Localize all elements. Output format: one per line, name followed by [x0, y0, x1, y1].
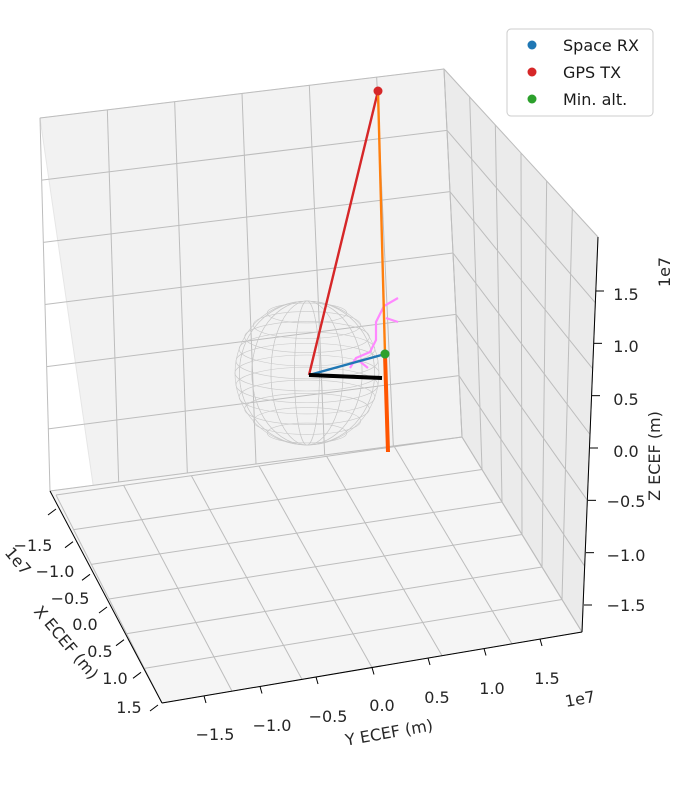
tick-labels: −1.5 −1.0 −0.5 0.0 0.5 1.0 1.5 −1.5 −1.0 −0.5 0.0 0… — [14, 285, 646, 744]
legend-marker — [527, 94, 537, 104]
z-tick-label: −1.0 — [607, 546, 646, 565]
y-tick-mark — [203, 695, 207, 704]
y-tick-label: 0.0 — [369, 696, 394, 715]
x-axis-line — [49, 490, 163, 704]
y-axis-label: Y ECEF (m) — [343, 716, 435, 750]
y-tick-label: 1.0 — [479, 679, 504, 698]
floor-grid-line — [393, 446, 513, 645]
y-tick-mark — [483, 648, 487, 656]
point-gps-tx — [373, 86, 383, 96]
back-pane — [39, 68, 463, 492]
y-tick-mark — [315, 676, 319, 685]
z-tick-label: 0.0 — [613, 442, 638, 461]
ray-extension-line — [383, 353, 390, 453]
side-grid-line — [443, 68, 599, 238]
earth-longitude-line — [239, 300, 375, 446]
z-tick-label: −1.5 — [607, 596, 646, 615]
z-tick-label: 1.0 — [613, 337, 638, 356]
x-tick-label: 0.0 — [72, 615, 97, 634]
y-tick-label: −1.0 — [253, 716, 292, 735]
x-tick-label: −0.5 — [51, 589, 90, 608]
x-tick-mark — [81, 573, 91, 581]
y-tick-label: −0.5 — [309, 707, 348, 726]
x-tick-mark — [132, 671, 142, 679]
legend: Space RX GPS TX Min. alt. — [506, 28, 654, 117]
legend-label: GPS TX — [563, 63, 621, 82]
side-grid-line — [561, 208, 573, 600]
y-tick-label: −1.5 — [196, 725, 235, 744]
reference-axis-line — [308, 373, 383, 380]
center-to-rx-line — [308, 352, 386, 377]
x-tick-label: 1.5 — [116, 698, 141, 717]
chart-points — [373, 86, 390, 359]
center-to-tx-line — [307, 90, 380, 376]
x-tick-mark — [98, 606, 108, 614]
floor-grid-line — [461, 436, 583, 633]
x-tick-label: −1.0 — [36, 562, 75, 581]
y-tick-mark — [259, 686, 263, 694]
x-tick-label: 0.5 — [87, 642, 112, 661]
back-grid-line — [443, 68, 463, 438]
x-tick-mark — [115, 639, 125, 647]
x-tick-mark — [149, 704, 159, 712]
x-tick-mark — [47, 508, 57, 516]
y-tick-mark — [427, 657, 431, 666]
z-tick-label: 0.5 — [613, 390, 638, 409]
legend-marker — [527, 40, 537, 50]
z-tick-label: 1.5 — [613, 285, 638, 304]
y-tick-mark — [371, 667, 375, 675]
z-scale-label: 1e7 — [655, 257, 674, 287]
legend-label: Space RX — [563, 36, 639, 55]
x-tick-label: −1.5 — [14, 536, 53, 555]
legend-label: Min. alt. — [563, 90, 627, 109]
signal-lines — [307, 90, 390, 453]
z-tick-label: −0.5 — [607, 492, 646, 511]
point-min-alt — [380, 349, 390, 359]
axis-lines — [47, 236, 604, 712]
x-tick-mark — [64, 541, 74, 549]
y-tick-label: 1.5 — [534, 669, 559, 688]
x-tick-label: 1.0 — [102, 669, 127, 688]
tx-to-rx-line — [376, 90, 387, 355]
z-axis-line — [581, 236, 599, 633]
earth-sphere — [234, 300, 380, 446]
back-grid-line — [39, 68, 445, 119]
y-tick-mark — [539, 638, 543, 647]
y-tick-label: 0.5 — [424, 688, 449, 707]
legend-marker — [527, 67, 537, 77]
y-scale-label: 1e7 — [563, 687, 596, 711]
z-axis-label: Z ECEF (m) — [645, 411, 664, 501]
